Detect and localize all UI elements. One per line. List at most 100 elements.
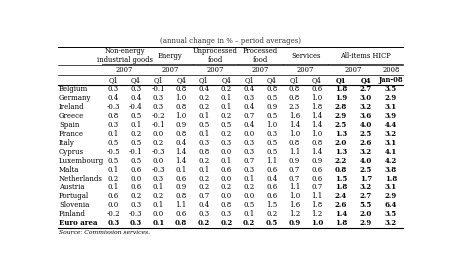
Text: 1.4: 1.4 (289, 121, 300, 129)
Text: -0.5: -0.5 (106, 148, 120, 156)
Text: 4.0: 4.0 (360, 157, 372, 165)
Text: 0.5: 0.5 (266, 139, 277, 147)
Text: 0.0: 0.0 (221, 148, 232, 156)
Text: 3.2: 3.2 (360, 148, 372, 156)
Text: -0.3: -0.3 (152, 148, 165, 156)
Text: 0.7: 0.7 (243, 112, 255, 120)
Text: 0.5: 0.5 (243, 201, 255, 209)
Text: 2007: 2007 (207, 66, 224, 74)
Text: Malta: Malta (59, 166, 79, 174)
Text: 2.9: 2.9 (385, 94, 397, 102)
Text: 4.1: 4.1 (385, 148, 397, 156)
Text: Unprocessed
food: Unprocessed food (193, 47, 238, 64)
Text: 0.1: 0.1 (221, 94, 232, 102)
Text: 0.3: 0.3 (130, 219, 142, 227)
Text: 0.3: 0.3 (266, 130, 277, 138)
Text: 1.0: 1.0 (312, 94, 323, 102)
Text: Slovenia: Slovenia (59, 201, 89, 209)
Text: 0.6: 0.6 (266, 183, 277, 191)
Text: 1.6: 1.6 (289, 201, 300, 209)
Text: Q1: Q1 (154, 76, 163, 84)
Text: 1.3: 1.3 (335, 148, 347, 156)
Text: 0.3: 0.3 (153, 94, 164, 102)
Text: 0.1: 0.1 (198, 130, 209, 138)
Text: 1.5: 1.5 (266, 201, 277, 209)
Text: 0.7: 0.7 (198, 192, 209, 200)
Text: 0.2: 0.2 (221, 130, 232, 138)
Text: All-items HICP: All-items HICP (340, 52, 391, 60)
Text: -0.4: -0.4 (129, 103, 143, 111)
Text: 0.2: 0.2 (108, 174, 119, 183)
Text: 1.0: 1.0 (312, 130, 323, 138)
Text: 0.9: 0.9 (176, 183, 187, 191)
Text: Cyprus: Cyprus (59, 148, 84, 156)
Text: 0.8: 0.8 (198, 148, 209, 156)
Text: Jan-08: Jan-08 (379, 76, 403, 84)
Text: Q1: Q1 (108, 76, 118, 84)
Text: 0.4: 0.4 (243, 121, 255, 129)
Text: 1.0: 1.0 (176, 112, 187, 120)
Text: 4.4: 4.4 (385, 121, 397, 129)
Text: 3.1: 3.1 (385, 139, 397, 147)
Text: 1.8: 1.8 (335, 85, 347, 93)
Text: 1.8: 1.8 (385, 174, 397, 183)
Text: 2.2: 2.2 (335, 157, 347, 165)
Text: 0.2: 0.2 (243, 219, 255, 227)
Text: 0.2: 0.2 (153, 192, 164, 200)
Text: -0.2: -0.2 (152, 112, 165, 120)
Text: 3.0: 3.0 (360, 94, 372, 102)
Text: Q1: Q1 (244, 76, 254, 84)
Text: 0.7: 0.7 (243, 157, 255, 165)
Text: 0.2: 0.2 (130, 192, 141, 200)
Text: 0.1: 0.1 (243, 174, 255, 183)
Text: 1.0: 1.0 (311, 219, 323, 227)
Text: 1.2: 1.2 (289, 210, 300, 218)
Text: 1.8: 1.8 (335, 219, 347, 227)
Text: 1.3: 1.3 (335, 130, 347, 138)
Text: 0.1: 0.1 (198, 166, 209, 174)
Text: 0.3: 0.3 (243, 166, 255, 174)
Text: 2007: 2007 (116, 66, 133, 74)
Text: 0.4: 0.4 (176, 139, 187, 147)
Text: 0.8: 0.8 (176, 192, 187, 200)
Text: Finland: Finland (59, 210, 86, 218)
Text: 0.4: 0.4 (198, 85, 209, 93)
Text: 0.8: 0.8 (221, 201, 232, 209)
Text: -0.1: -0.1 (129, 148, 143, 156)
Text: -0.2: -0.2 (106, 210, 120, 218)
Text: 0.3: 0.3 (221, 210, 232, 218)
Text: 0.1: 0.1 (108, 183, 119, 191)
Text: Luxembourg: Luxembourg (59, 157, 104, 165)
Text: 1.1: 1.1 (266, 157, 277, 165)
Text: 0.3: 0.3 (243, 148, 255, 156)
Text: 0.2: 0.2 (198, 219, 210, 227)
Text: 0.0: 0.0 (130, 174, 141, 183)
Text: 3.2: 3.2 (385, 130, 397, 138)
Text: 0.1: 0.1 (153, 201, 164, 209)
Text: 0.0: 0.0 (153, 210, 164, 218)
Text: 0.6: 0.6 (108, 192, 119, 200)
Text: 1.8: 1.8 (312, 103, 323, 111)
Text: 0.2: 0.2 (220, 219, 233, 227)
Text: 0.5: 0.5 (130, 139, 141, 147)
Text: 0.1: 0.1 (108, 130, 119, 138)
Text: 0.2: 0.2 (198, 103, 209, 111)
Text: 2.8: 2.8 (335, 103, 347, 111)
Text: 0.9: 0.9 (266, 103, 277, 111)
Text: -0.3: -0.3 (106, 103, 120, 111)
Text: 0.6: 0.6 (312, 174, 323, 183)
Text: 0.8: 0.8 (289, 94, 300, 102)
Text: 2.9: 2.9 (360, 219, 372, 227)
Text: Germany: Germany (59, 94, 92, 102)
Text: 2.9: 2.9 (335, 112, 347, 120)
Text: 0.8: 0.8 (289, 139, 300, 147)
Text: 0.5: 0.5 (266, 112, 277, 120)
Text: 0.1: 0.1 (108, 166, 119, 174)
Text: 0.8: 0.8 (176, 103, 187, 111)
Text: 0.6: 0.6 (130, 166, 141, 174)
Text: 0.7: 0.7 (289, 166, 300, 174)
Text: 0.5: 0.5 (130, 112, 141, 120)
Text: 0.1: 0.1 (221, 103, 232, 111)
Text: 0.2: 0.2 (198, 157, 209, 165)
Text: 1.7: 1.7 (360, 174, 372, 183)
